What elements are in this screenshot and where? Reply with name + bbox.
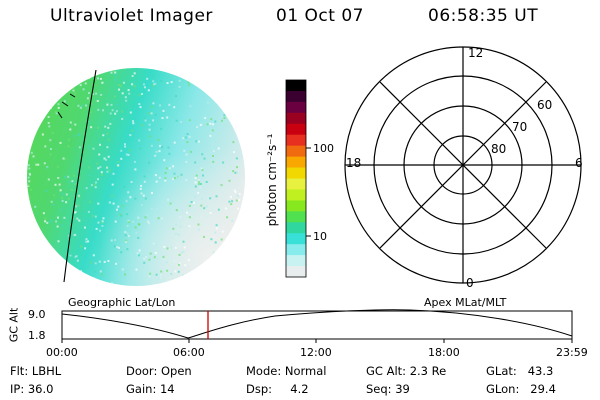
status-ip: IP: 36.0 [10,382,54,396]
uv-image-disc [27,68,245,286]
polar-plot [344,46,582,284]
status-seq: Seq: 39 [366,382,410,396]
status-gc-alt: GC Alt: 2.3 Re [366,364,447,378]
mlt-label-12: 12 [468,46,484,60]
lat-label-70: 70 [512,120,528,134]
mlt-label-18: 18 [346,156,362,170]
time-tick-2359: 23:59 [556,346,588,359]
altitude-tick-high: 9.0 [28,308,46,321]
mlt-label-0: 0 [466,276,474,290]
lat-label-80: 80 [491,142,507,156]
colorbar-segment [286,266,306,278]
colorbar-segment [286,178,306,190]
colorbar-segment [286,211,306,223]
colorbar-tick-10: 10 [313,230,327,243]
colorbar-segment [286,123,306,136]
instrument-title: Ultraviolet Imager [50,6,213,26]
colorbar-segment [286,80,306,92]
color-bar [285,79,311,278]
time-tick-0600: 06:00 [173,346,205,359]
date-label: 01 Oct 07 [276,6,364,26]
lat-label-60: 60 [537,98,553,112]
grid-marks [57,93,76,119]
colorbar-segment [286,145,306,158]
status-glat: GLat: 43.3 [486,364,554,378]
time-tick-1200: 12:00 [300,346,332,359]
altitude-plot [61,309,573,343]
colorbar-segment [286,222,306,234]
status-glon: GLon: 29.4 [486,382,556,396]
terminator-line [63,69,97,283]
colorbar-segment [286,90,306,103]
colorbar-tick-100: 100 [313,142,334,155]
status-door: Door: Open [126,364,192,378]
mlt-label-6: 6 [575,156,583,170]
colorbar-segment [286,200,306,212]
altitude-tick-low: 1.8 [28,329,46,342]
colorbar-segment [286,189,306,201]
status-filter: Flt: LBHL [10,364,62,378]
status-dsp: Dsp: 4.2 [246,382,309,396]
time-tick-1800: 18:00 [428,346,460,359]
time-tick-0000: 00:00 [46,346,78,359]
colorbar-segment [286,233,306,245]
colorbar-segment [286,156,306,168]
colorbar-unit-label: photon cm⁻²s⁻¹ [265,133,279,227]
status-mode: Mode: Normal [246,364,327,378]
colorbar-segment [286,112,306,125]
altitude-axis-label: GC Alt [7,307,21,343]
apex-label: Apex MLat/MLT [424,296,507,309]
colorbar-segment [286,167,306,179]
colorbar-segment [286,134,306,147]
colorbar-segment [286,101,306,114]
colorbar-segment [286,244,306,256]
status-gain: Gain: 14 [126,382,175,396]
geographic-label: Geographic Lat/Lon [68,296,176,309]
time-label: 06:58:35 UT [428,6,539,26]
colorbar-segment [286,255,306,267]
